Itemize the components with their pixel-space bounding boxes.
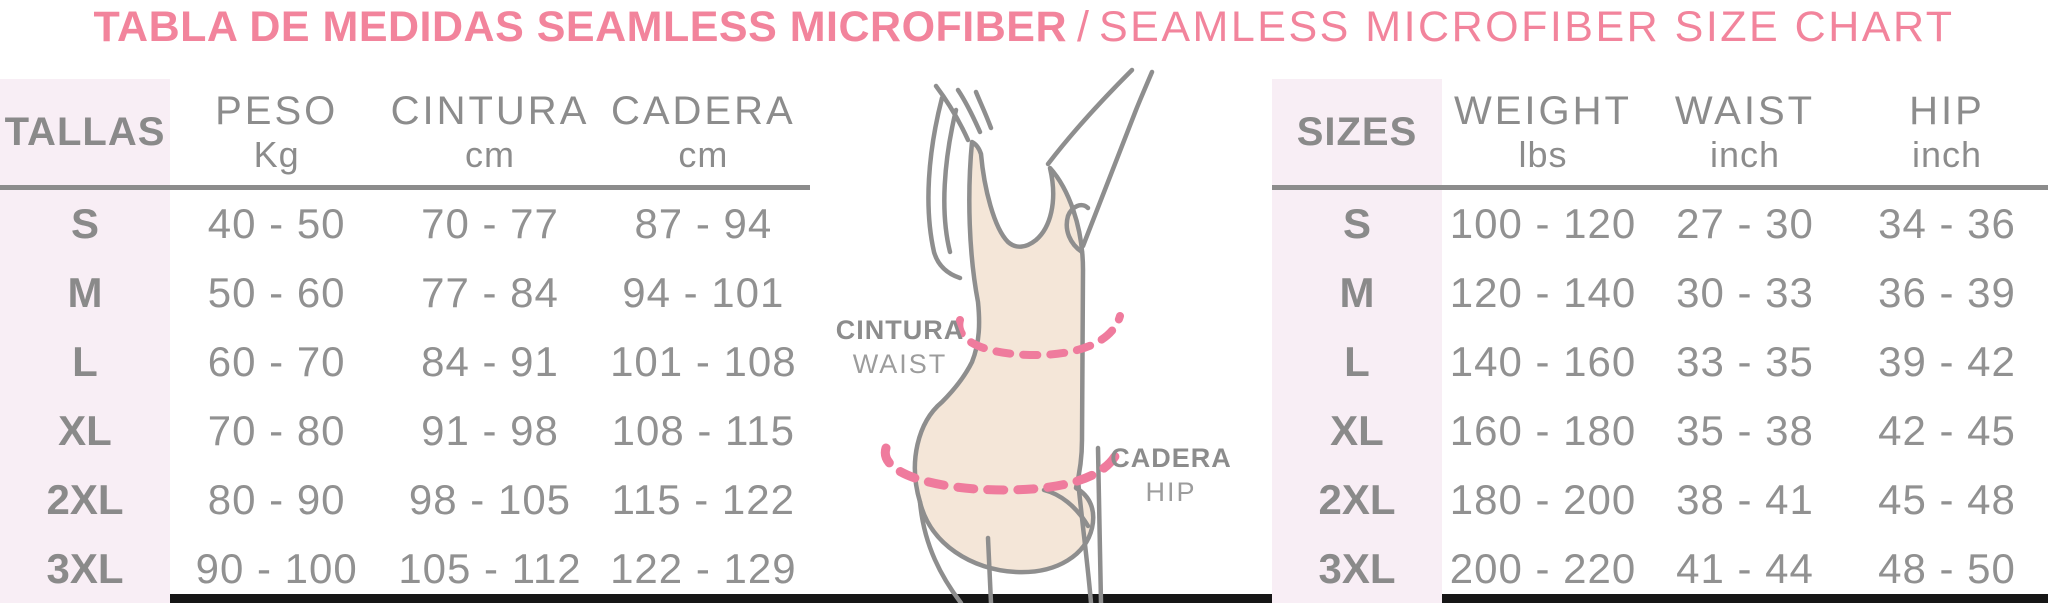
body-figure-illustration bbox=[880, 67, 1155, 603]
value-cell: 180 - 200 bbox=[1449, 475, 1637, 523]
column-header-weight: WEIGHT lbs bbox=[1442, 79, 1644, 190]
waist-dashed-line bbox=[955, 312, 1124, 360]
column-unit: cm bbox=[464, 134, 515, 176]
value-cell: 84 - 91 bbox=[421, 338, 559, 386]
title-spanish: TABLA DE MEDIDAS SEAMLESS MICROFIBER bbox=[93, 3, 1068, 51]
column-header-waist: CINTURA cm bbox=[383, 79, 597, 190]
value-cell: 140 - 160 bbox=[1449, 338, 1637, 386]
hair-strand bbox=[926, 95, 963, 281]
size-cell: S bbox=[0, 190, 170, 259]
value-cell: 48 - 50 bbox=[1878, 544, 2016, 592]
value-cell: 33 - 35 bbox=[1676, 338, 1814, 386]
size-cell: XL bbox=[1272, 396, 1442, 466]
column-label: WAIST bbox=[1674, 89, 1816, 134]
size-cell: 2XL bbox=[1272, 465, 1442, 535]
value-cell: 80 - 90 bbox=[207, 475, 346, 523]
column-unit: lbs bbox=[1518, 134, 1568, 176]
value-cell: 87 - 94 bbox=[634, 200, 773, 248]
value-cell: 39 - 42 bbox=[1878, 338, 2016, 386]
column-unit: cm bbox=[678, 134, 729, 176]
value-cell: 101 - 108 bbox=[610, 338, 797, 386]
value-cell: 90 - 100 bbox=[195, 544, 358, 592]
value-cell: 36 - 39 bbox=[1878, 269, 2016, 317]
metric-size-table: TALLAS PESO Kg CINTURA cm CADERA cm S 40… bbox=[0, 79, 810, 603]
value-cell: 200 - 220 bbox=[1449, 544, 1637, 592]
column-unit: inch bbox=[1911, 134, 1983, 176]
size-cell: 3XL bbox=[1272, 534, 1442, 603]
value-cell: 115 - 122 bbox=[611, 475, 795, 523]
size-cell: L bbox=[1272, 327, 1442, 397]
value-cell: 108 - 115 bbox=[611, 406, 795, 454]
value-cell: 70 - 80 bbox=[207, 406, 346, 454]
leg-line bbox=[917, 499, 964, 603]
value-cell: 40 - 50 bbox=[207, 200, 346, 248]
column-header-hip: HIP inch bbox=[1846, 79, 2048, 190]
value-cell: 41 - 44 bbox=[1676, 544, 1814, 592]
hip-dashed-line bbox=[880, 439, 1125, 495]
title-separator: / bbox=[1077, 3, 1089, 51]
waist-measurement-label: CINTURA WAIST bbox=[833, 314, 967, 381]
raised-arm-outline bbox=[1080, 69, 1155, 249]
size-cell: L bbox=[0, 327, 170, 397]
size-cell: M bbox=[1272, 258, 1442, 328]
hand-finger bbox=[973, 89, 994, 131]
value-cell: 34 - 36 bbox=[1878, 200, 2016, 248]
column-label: CADERA bbox=[610, 89, 796, 134]
column-label: CINTURA bbox=[390, 89, 590, 134]
hip-measurement-label: CADERA HIP bbox=[1100, 442, 1242, 509]
size-cell: S bbox=[1272, 190, 1442, 259]
hand-finger bbox=[933, 83, 971, 143]
imperial-size-table: SIZES WEIGHT lbs WAIST inch HIP inch S 1… bbox=[1272, 79, 2048, 603]
value-cell: 100 - 120 bbox=[1449, 200, 1637, 248]
value-cell: 122 - 129 bbox=[610, 544, 797, 592]
value-cell: 30 - 33 bbox=[1676, 269, 1814, 317]
column-label: PESO bbox=[215, 89, 339, 134]
armpit-detail bbox=[1064, 203, 1091, 255]
value-cell: 60 - 70 bbox=[207, 338, 346, 386]
column-label: HIP bbox=[1909, 89, 1985, 134]
value-cell: 120 - 140 bbox=[1449, 269, 1637, 317]
hip-label-en: HIP bbox=[1145, 477, 1197, 508]
value-cell: 105 - 112 bbox=[398, 544, 582, 592]
value-cell: 35 - 38 bbox=[1676, 406, 1814, 454]
value-cell: 160 - 180 bbox=[1449, 406, 1637, 454]
value-cell: 27 - 30 bbox=[1676, 200, 1814, 248]
value-cell: 77 - 84 bbox=[421, 269, 559, 317]
value-cell: 94 - 101 bbox=[622, 269, 785, 317]
leg-line bbox=[1075, 477, 1094, 603]
value-cell: 70 - 77 bbox=[421, 200, 559, 248]
column-header-weight: PESO Kg bbox=[170, 79, 384, 190]
value-cell: 45 - 48 bbox=[1878, 475, 2016, 523]
size-cell: 2XL bbox=[0, 465, 170, 535]
sizes-column-header: TALLAS bbox=[0, 79, 170, 190]
value-cell: 98 - 105 bbox=[408, 475, 572, 523]
column-unit: Kg bbox=[253, 134, 300, 176]
raised-arm-outline bbox=[1045, 67, 1135, 167]
column-label: WEIGHT bbox=[1454, 89, 1632, 134]
title-english: SEAMLESS MICROFIBER SIZE CHART bbox=[1099, 3, 1955, 51]
leg-line bbox=[1095, 445, 1104, 603]
hand-finger bbox=[955, 87, 983, 135]
value-cell: 91 - 98 bbox=[421, 406, 559, 454]
value-cell: 38 - 41 bbox=[1676, 475, 1814, 523]
page-title: TABLA DE MEDIDAS SEAMLESS MICROFIBER / SEA… bbox=[0, 2, 2048, 54]
value-cell: 50 - 60 bbox=[207, 269, 346, 317]
column-unit: inch bbox=[1709, 134, 1781, 176]
size-cell: M bbox=[0, 258, 170, 328]
hair-strand bbox=[942, 107, 959, 255]
sizes-column-header: SIZES bbox=[1272, 79, 1442, 190]
waist-label-en: WAIST bbox=[852, 349, 948, 380]
value-cell: 42 - 45 bbox=[1878, 406, 2016, 454]
hip-label-es: CADERA bbox=[1110, 443, 1232, 473]
column-header-hip: CADERA cm bbox=[596, 79, 810, 190]
waist-label-es: CINTURA bbox=[835, 315, 965, 345]
size-cell: XL bbox=[0, 396, 170, 466]
size-cell: 3XL bbox=[0, 534, 170, 603]
column-header-waist: WAIST inch bbox=[1644, 79, 1846, 190]
bottom-bar bbox=[0, 594, 2048, 603]
leg-line bbox=[985, 535, 994, 603]
bodysuit-torso bbox=[912, 139, 1096, 575]
